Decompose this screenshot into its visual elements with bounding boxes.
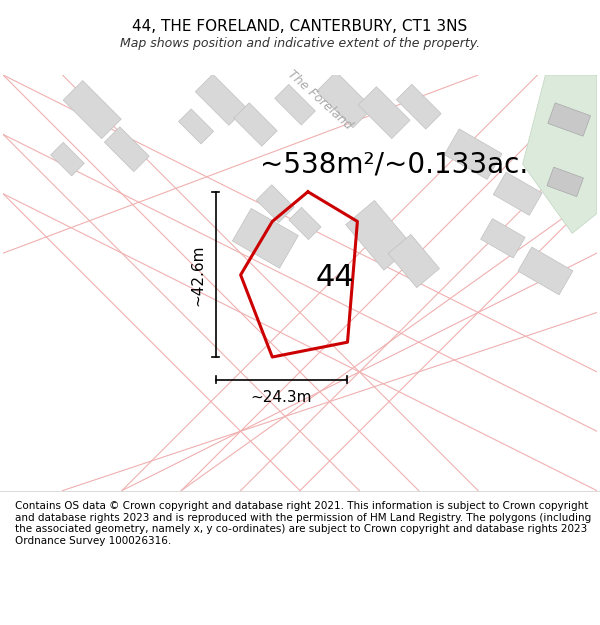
Polygon shape	[234, 102, 277, 146]
Polygon shape	[256, 185, 294, 222]
Polygon shape	[275, 84, 316, 125]
Polygon shape	[179, 109, 214, 144]
Polygon shape	[317, 72, 373, 127]
Polygon shape	[548, 103, 590, 136]
Polygon shape	[547, 167, 583, 197]
Polygon shape	[63, 81, 121, 139]
Text: ~538m²/~0.133ac.: ~538m²/~0.133ac.	[260, 150, 529, 178]
Polygon shape	[388, 234, 439, 288]
Text: Contains OS data © Crown copyright and database right 2021. This information is : Contains OS data © Crown copyright and d…	[15, 501, 591, 546]
Text: 44, THE FORELAND, CANTERBURY, CT1 3NS: 44, THE FORELAND, CANTERBURY, CT1 3NS	[133, 19, 467, 34]
Polygon shape	[195, 74, 247, 125]
Polygon shape	[493, 173, 542, 215]
Polygon shape	[104, 127, 149, 172]
Text: 44: 44	[315, 263, 354, 292]
Polygon shape	[445, 129, 502, 179]
Polygon shape	[397, 84, 441, 129]
Polygon shape	[358, 87, 410, 139]
Polygon shape	[289, 208, 321, 239]
Text: ~42.6m: ~42.6m	[191, 244, 206, 306]
Text: The Foreland: The Foreland	[285, 68, 355, 132]
Text: ~24.3m: ~24.3m	[250, 390, 312, 405]
Polygon shape	[346, 201, 413, 270]
Polygon shape	[518, 247, 573, 295]
Text: Map shows position and indicative extent of the property.: Map shows position and indicative extent…	[120, 38, 480, 50]
Polygon shape	[50, 142, 84, 176]
Polygon shape	[481, 219, 525, 258]
Polygon shape	[232, 208, 298, 268]
Polygon shape	[523, 75, 597, 233]
